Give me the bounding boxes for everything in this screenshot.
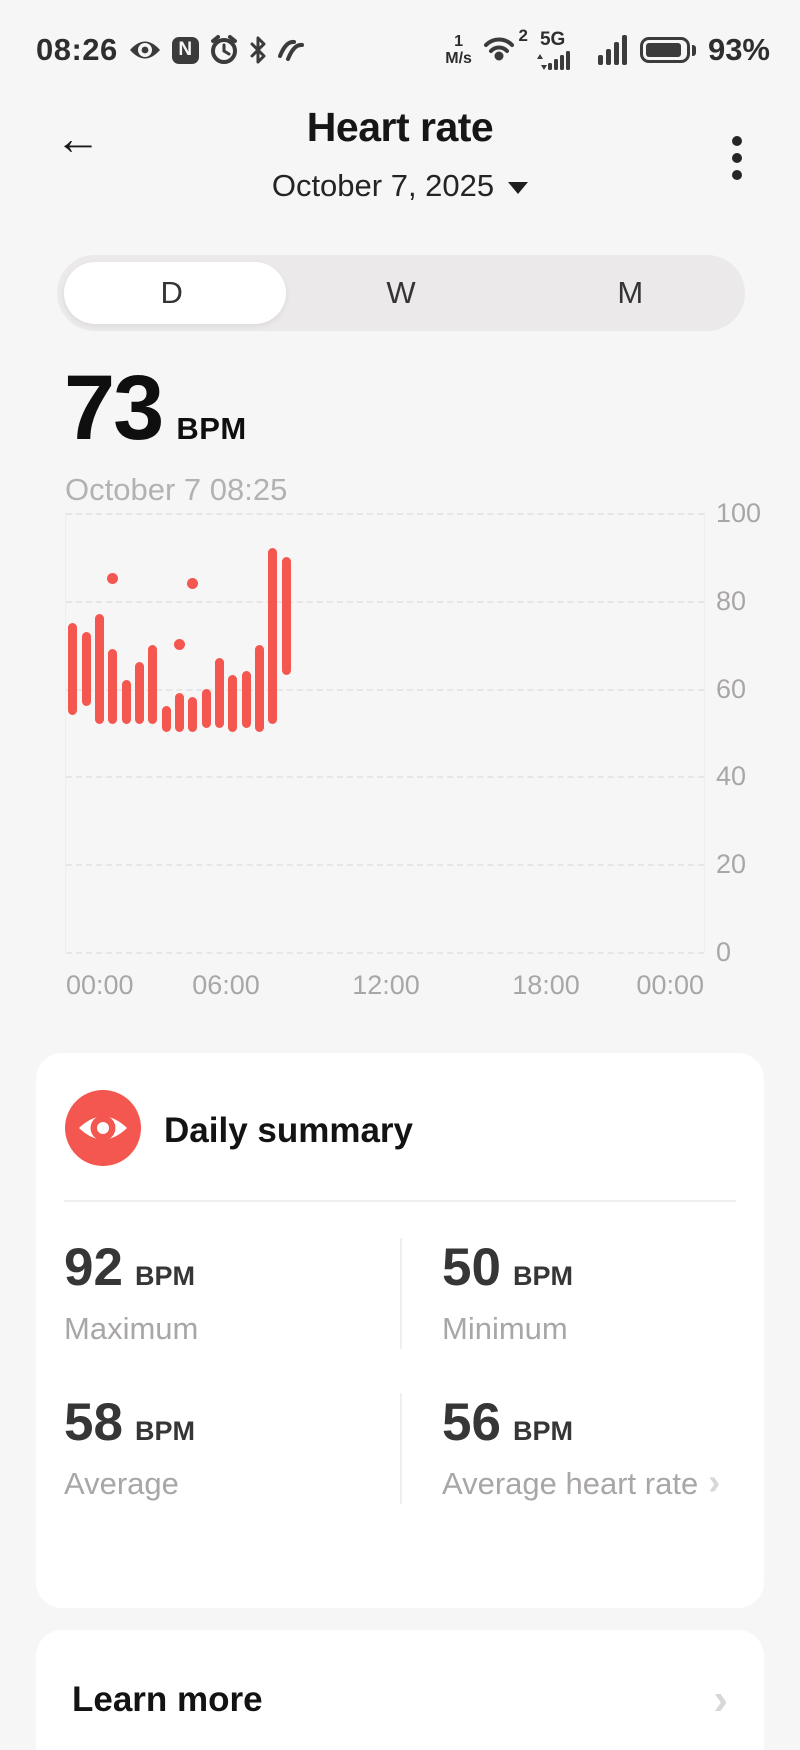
x-axis-tick-label: 06:00 xyxy=(192,970,260,1000)
divider xyxy=(64,1200,736,1202)
learn-more-card[interactable]: Learn more › xyxy=(36,1630,764,1750)
hr-range-bar xyxy=(174,692,184,733)
chevron-right-icon: › xyxy=(708,1461,721,1503)
summary-stat-average: 58 BPM Average xyxy=(64,1393,400,1504)
gridline xyxy=(66,513,704,515)
hr-range-bar xyxy=(201,688,211,729)
stat-label: Average xyxy=(64,1466,179,1502)
onehop-icon xyxy=(277,37,305,63)
hr-range-bar xyxy=(268,548,278,724)
y-axis-tick-label: 0 xyxy=(716,937,732,967)
summary-stat-average-heart-rate[interactable]: 56 BPM Average heart rate › xyxy=(400,1393,736,1505)
reading-timestamp: October 7 08:25 xyxy=(65,472,288,507)
gridline xyxy=(66,776,704,779)
heart-rate-chart[interactable]: 0 20 40 60 80 100 00:00 06:00 12:00 18:00 00:00 xyxy=(65,500,761,1000)
gridline xyxy=(66,952,704,954)
hr-range-bar xyxy=(94,613,104,724)
bluetooth-icon xyxy=(249,36,267,64)
summary-stat-minimum: 50 BPM Minimum xyxy=(400,1238,736,1350)
x-axis-tick-label: 00:00 xyxy=(66,970,134,1000)
heart-rate-value: 73 xyxy=(64,357,164,459)
stat-unit: BPM xyxy=(512,1416,573,1447)
summary-title: Daily summary xyxy=(164,1110,414,1150)
date-label: October 7, 2025 xyxy=(271,168,495,203)
network-speed-indicator: 1 M/s xyxy=(445,32,472,67)
y-axis-tick-label: 40 xyxy=(716,761,747,792)
hr-range-bar xyxy=(241,671,251,729)
hr-range-bar xyxy=(214,657,224,729)
hr-outlier-dot xyxy=(187,577,199,589)
hr-range-bar xyxy=(121,679,131,724)
hr-range-bar xyxy=(228,675,238,733)
y-axis-tick-label: 20 xyxy=(716,849,747,880)
gridline xyxy=(66,864,704,867)
heart-rate-unit: BPM xyxy=(176,411,247,446)
cellular-signal-icon: 5G xyxy=(534,30,586,71)
hr-outlier-dot xyxy=(107,573,119,585)
stat-value: 56 xyxy=(442,1393,501,1453)
hr-range-bar xyxy=(81,631,91,707)
summary-stat-maximum: 92 BPM Maximum xyxy=(64,1238,400,1349)
back-button[interactable]: ← xyxy=(55,112,101,164)
y-axis-tick-label: 60 xyxy=(716,673,747,704)
heart-rate-eye-icon xyxy=(64,1089,142,1172)
y-axis-tick-label: 80 xyxy=(716,585,747,616)
stat-unit: BPM xyxy=(134,1416,195,1447)
hr-range-bar xyxy=(188,697,198,733)
stat-value: 58 xyxy=(64,1393,123,1453)
hr-range-bar xyxy=(134,662,144,724)
battery-percent: 93% xyxy=(707,32,770,67)
eye-comfort-icon xyxy=(128,37,162,63)
tab-day[interactable]: D xyxy=(160,275,183,310)
stat-label: Average heart rate › xyxy=(442,1461,721,1503)
x-axis-tick-label: 12:00 xyxy=(352,970,420,1000)
gridline xyxy=(66,688,704,691)
chevron-down-icon xyxy=(508,182,529,194)
learn-more-label: Learn more xyxy=(72,1680,263,1719)
current-heart-rate: 73 BPM xyxy=(64,362,247,454)
hr-range-bar xyxy=(254,644,264,733)
stat-unit: BPM xyxy=(134,1261,195,1291)
stat-label: Minimum xyxy=(442,1310,568,1346)
selected-segment-pill xyxy=(64,262,286,324)
alarm-icon xyxy=(209,35,239,65)
hotspot-icon: 2 xyxy=(482,26,528,66)
signal-bars-icon xyxy=(596,33,630,67)
stat-value: 92 xyxy=(64,1238,123,1297)
hr-outlier-dot xyxy=(173,639,185,651)
stat-unit: BPM xyxy=(512,1261,573,1291)
x-axis-tick-label: 18:00 xyxy=(512,970,580,1000)
daily-summary-card: Daily summary 92 BPM Maximum 50 BPM Minimum 58… xyxy=(36,1053,764,1608)
period-segmented-control: D W M xyxy=(57,255,745,331)
hr-range-bar xyxy=(161,706,171,733)
stat-label: Maximum xyxy=(64,1310,199,1346)
clock-time: 08:26 xyxy=(36,32,118,67)
hr-range-bar xyxy=(148,644,158,724)
x-axis-tick-label: 00:00 xyxy=(636,970,704,1000)
y-axis-tick-label: 100 xyxy=(716,498,762,528)
hr-range-bar xyxy=(281,556,291,676)
page-title: Heart rate xyxy=(306,104,494,150)
chevron-right-icon: › xyxy=(713,1675,728,1724)
date-selector[interactable]: October 7, 2025 xyxy=(0,168,800,204)
tab-week[interactable]: W xyxy=(386,275,416,310)
summary-stats-grid: 92 BPM Maximum 50 BPM Minimum 58 BPM Average 56 BP… xyxy=(64,1238,736,1505)
nfc-icon: N xyxy=(171,36,199,64)
gridline xyxy=(66,600,704,603)
status-bar: 08:26 N 1 M/s 2 xyxy=(36,24,770,76)
hr-range-bar xyxy=(68,622,78,715)
more-options-button[interactable] xyxy=(728,132,746,184)
hotspot-count: 2 xyxy=(518,26,528,45)
battery-icon xyxy=(639,37,696,63)
hr-range-bar xyxy=(108,649,118,724)
tab-month[interactable]: M xyxy=(617,275,644,310)
stat-value: 50 xyxy=(442,1238,501,1297)
